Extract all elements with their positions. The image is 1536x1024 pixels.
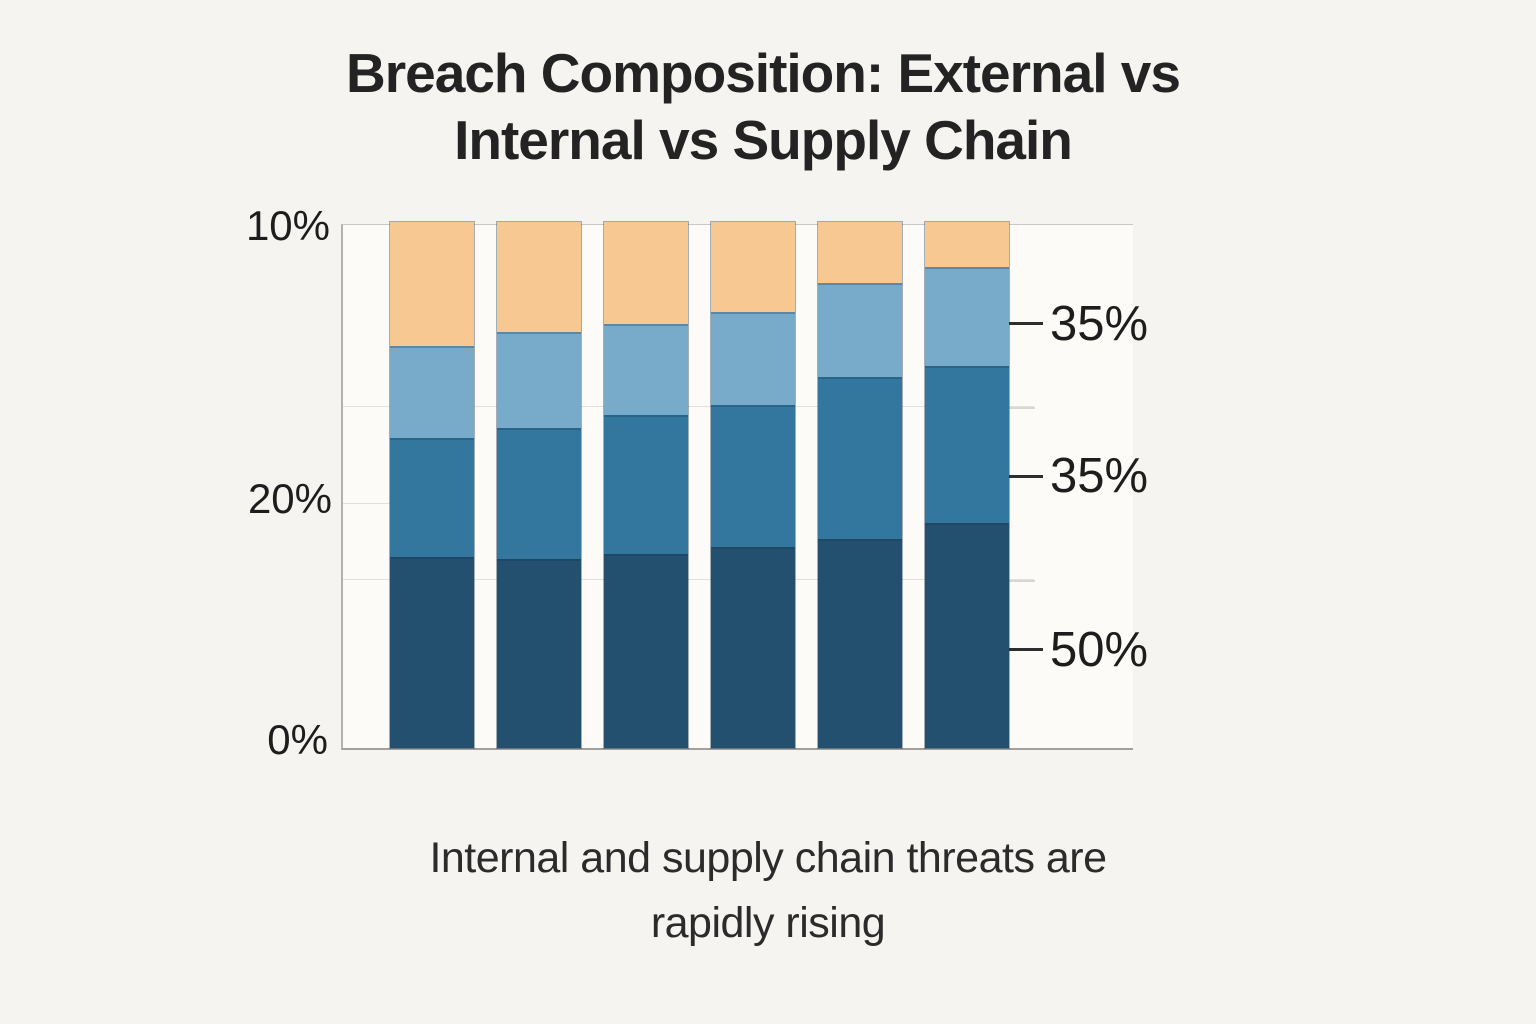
y-axis-right-label-35-top: 35%: [1050, 297, 1149, 351]
dark-navy-bottom-segment-bar3: [604, 553, 688, 748]
orange-top-segment-bar2: [497, 222, 581, 332]
y-axis-right-label-35-mid: 35%: [1050, 449, 1149, 503]
medium-blue-segment-bar1: [390, 438, 474, 558]
dark-navy-bottom-segment-bar6: [925, 522, 1009, 748]
y-axis-left-label-10: 10%: [245, 202, 330, 249]
orange-top-segment-bar5: [818, 222, 902, 284]
light-blue-segment-bar3: [604, 324, 688, 416]
gridline-upper: [343, 406, 1034, 407]
y-axis-left-label-20: 20%: [247, 475, 332, 522]
right-tick-35-mid: [1009, 475, 1043, 478]
light-blue-segment-bar6: [925, 267, 1009, 367]
right-tick-50: [1009, 648, 1043, 651]
chart-title: Breach Composition: External vs Internal…: [8, 40, 1518, 174]
dark-navy-bottom-segment-bar5: [818, 539, 902, 748]
medium-blue-segment-bar5: [818, 377, 902, 540]
right-tick-35-top: [1009, 322, 1043, 325]
light-blue-segment-bar5: [818, 283, 902, 378]
orange-top-segment-bar4: [711, 222, 795, 312]
light-blue-segment-bar1: [390, 346, 474, 439]
medium-blue-segment-bar4: [711, 405, 795, 548]
stacked-bar-6: [924, 221, 1010, 749]
gridline-lower: [343, 579, 1034, 580]
light-blue-segment-bar2: [497, 331, 581, 429]
orange-top-segment-bar3: [604, 222, 688, 325]
right-tick-faint-1: [1009, 407, 1035, 409]
medium-blue-segment-bar3: [604, 415, 688, 554]
stacked-bar-1: [389, 221, 475, 749]
orange-top-segment-bar6: [925, 222, 1009, 268]
stacked-bar-5: [817, 221, 903, 749]
orange-top-segment-bar1: [390, 222, 474, 347]
y-axis-right-label-50: 50%: [1050, 623, 1149, 677]
right-tick-faint-2: [1009, 580, 1035, 582]
dark-navy-bottom-segment-bar4: [711, 547, 795, 748]
medium-blue-segment-bar6: [925, 366, 1009, 523]
gridline-stub-left: [343, 503, 390, 504]
chart-subtitle-line2: rapidly rising: [650, 899, 886, 947]
stacked-bar-4: [710, 221, 796, 749]
plot-area: [341, 221, 1133, 750]
chart-subtitle: Internal and supply chain threats are ra…: [8, 826, 1528, 956]
chart-title-line2: Internal vs Supply Chain: [454, 109, 1073, 171]
dark-navy-bottom-segment-bar2: [497, 559, 581, 748]
stacked-bar-3: [603, 221, 689, 749]
y-axis-left-label-0: 0%: [267, 716, 328, 763]
light-blue-segment-bar4: [711, 311, 795, 406]
chart-title-line1: Breach Composition: External vs: [346, 42, 1181, 104]
medium-blue-segment-bar2: [497, 428, 581, 560]
stacked-bar-2: [496, 221, 582, 749]
dark-navy-bottom-segment-bar1: [390, 557, 474, 748]
chart-subtitle-line1: Internal and supply chain threats are: [429, 834, 1107, 882]
